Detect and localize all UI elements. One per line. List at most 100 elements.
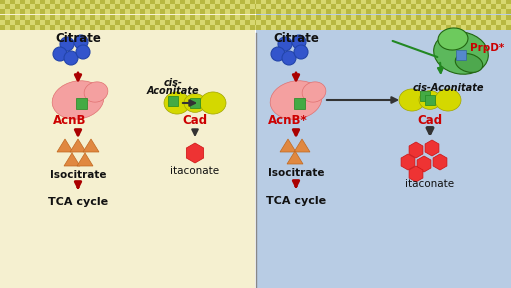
Bar <box>10 15 15 20</box>
Bar <box>170 4 175 9</box>
Polygon shape <box>77 153 93 166</box>
Bar <box>461 15 466 20</box>
Bar <box>255 15 260 20</box>
Bar <box>145 20 150 25</box>
Bar <box>291 25 296 30</box>
Bar <box>306 4 311 9</box>
Bar <box>371 20 376 25</box>
Ellipse shape <box>455 54 483 72</box>
Bar <box>381 25 386 30</box>
Bar <box>160 4 165 9</box>
Bar <box>411 15 416 20</box>
Bar <box>195 15 200 20</box>
Bar <box>0 0 5 4</box>
Text: Isocitrate: Isocitrate <box>50 170 106 180</box>
Bar <box>95 15 100 20</box>
Bar <box>401 4 406 9</box>
Bar <box>471 4 476 9</box>
Bar <box>416 15 421 20</box>
Bar <box>40 15 45 20</box>
Bar <box>351 25 356 30</box>
Bar <box>411 25 416 30</box>
Bar <box>215 9 220 14</box>
Bar <box>371 9 376 14</box>
Bar <box>381 20 386 25</box>
Bar <box>140 20 145 25</box>
Bar <box>496 0 501 4</box>
Bar <box>361 20 366 25</box>
Bar <box>331 25 336 30</box>
Circle shape <box>53 47 67 61</box>
Bar <box>235 9 240 14</box>
Bar <box>140 4 145 9</box>
Bar <box>271 0 276 4</box>
Bar <box>125 25 130 30</box>
Bar <box>155 20 160 25</box>
Bar <box>95 4 100 9</box>
Bar <box>230 25 235 30</box>
Bar <box>210 15 215 20</box>
Bar <box>276 9 281 14</box>
Bar <box>351 4 356 9</box>
Bar <box>256 25 261 30</box>
Bar <box>356 0 361 4</box>
Bar <box>135 20 140 25</box>
Bar <box>105 0 110 4</box>
Circle shape <box>74 35 88 49</box>
Bar <box>261 25 266 30</box>
Bar <box>30 9 35 14</box>
Polygon shape <box>187 143 204 163</box>
Bar <box>461 9 466 14</box>
Bar <box>296 15 301 20</box>
Bar <box>446 25 451 30</box>
Bar <box>25 20 30 25</box>
Bar <box>125 4 130 9</box>
Bar <box>491 15 496 20</box>
Bar <box>260 9 265 14</box>
Bar <box>35 0 40 4</box>
Bar <box>240 4 245 9</box>
Bar <box>145 15 150 20</box>
Bar <box>30 20 35 25</box>
Text: Isocitrate: Isocitrate <box>268 168 324 178</box>
Bar <box>60 9 65 14</box>
Bar <box>80 9 85 14</box>
Bar <box>426 20 431 25</box>
Bar <box>10 0 15 4</box>
Bar <box>291 4 296 9</box>
Bar <box>120 25 125 30</box>
Bar <box>396 20 401 25</box>
Bar <box>15 15 20 20</box>
Bar <box>256 0 511 288</box>
Bar <box>25 9 30 14</box>
Polygon shape <box>64 153 80 166</box>
Bar <box>195 9 200 14</box>
Bar <box>266 4 271 9</box>
Text: AcnB*: AcnB* <box>268 115 308 128</box>
Bar <box>386 9 391 14</box>
Bar <box>466 25 471 30</box>
Bar <box>341 15 346 20</box>
Bar <box>5 9 10 14</box>
Bar <box>501 20 506 25</box>
Bar <box>396 25 401 30</box>
Bar <box>471 20 476 25</box>
Bar <box>346 25 351 30</box>
Bar <box>210 20 215 25</box>
Bar <box>366 15 371 20</box>
Bar <box>486 0 491 4</box>
Bar <box>431 25 436 30</box>
Bar <box>401 0 406 4</box>
Bar <box>225 20 230 25</box>
Bar <box>200 25 205 30</box>
Bar <box>55 4 60 9</box>
Bar <box>245 4 250 9</box>
Text: Citrate: Citrate <box>273 33 319 46</box>
Bar <box>293 98 305 109</box>
Bar <box>175 25 180 30</box>
Bar <box>266 0 271 4</box>
Bar <box>476 9 481 14</box>
Bar <box>5 0 10 4</box>
Bar <box>386 25 391 30</box>
Bar <box>321 15 326 20</box>
